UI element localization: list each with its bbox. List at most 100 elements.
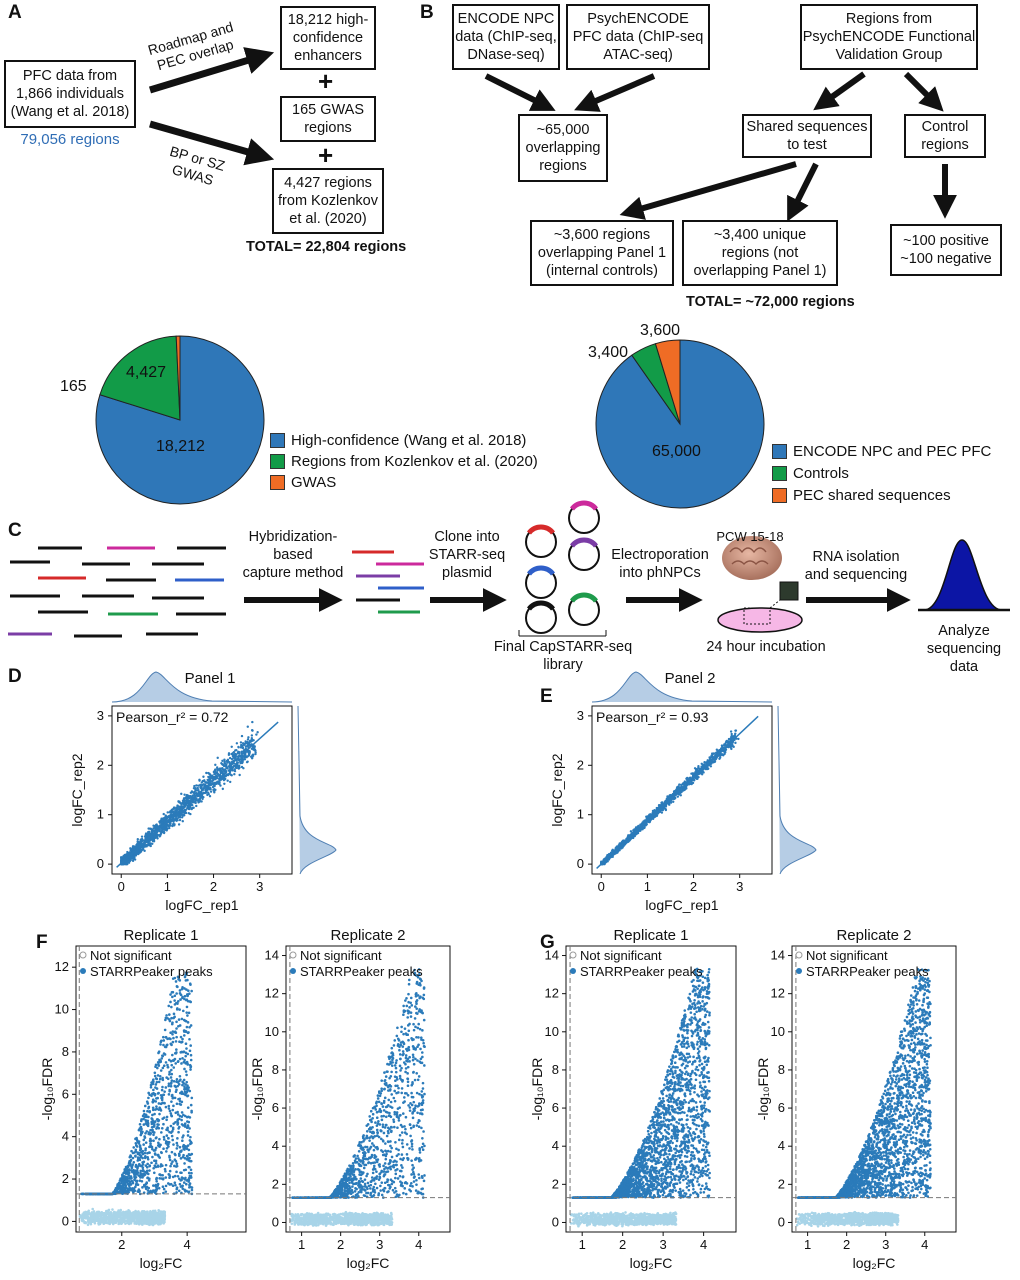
scatter-point — [123, 853, 127, 857]
scatter-point — [711, 752, 714, 755]
significant-point — [174, 1040, 178, 1043]
not-significant-point — [143, 1214, 147, 1218]
significant-point — [154, 1159, 158, 1163]
significant-point — [178, 1154, 181, 1158]
significant-point — [173, 1030, 177, 1034]
significant-point — [190, 1171, 193, 1175]
significant-point — [162, 1135, 166, 1139]
significant-point — [134, 1170, 137, 1174]
significant-point — [182, 1113, 185, 1117]
not-significant-point — [143, 1220, 147, 1223]
scatter-point — [215, 766, 219, 769]
step-electroporation-label: Electroporation into phNPCs — [611, 547, 709, 581]
scatter-point — [618, 843, 621, 846]
scatter-point — [237, 745, 240, 749]
significant-point — [189, 1044, 192, 1047]
scatter-point — [693, 767, 697, 770]
significant-point — [180, 1111, 184, 1114]
significant-point — [134, 1154, 137, 1158]
significant-point — [164, 1105, 168, 1109]
significant-point — [163, 1090, 166, 1093]
scatter-point — [146, 843, 150, 847]
significant-point — [182, 1078, 186, 1082]
scatter-point — [164, 814, 167, 817]
significant-point — [131, 1180, 134, 1183]
scatter-point — [223, 758, 226, 761]
scatter-point — [176, 806, 179, 810]
plus-sign-1: + — [318, 66, 334, 96]
significant-point — [154, 1077, 158, 1080]
significant-point — [157, 1063, 160, 1066]
scatter-point — [190, 790, 194, 793]
not-significant-point — [163, 1210, 167, 1214]
panel-a-arrows — [148, 47, 275, 166]
significant-point — [173, 994, 177, 998]
not-significant-point — [103, 1215, 106, 1218]
significant-point — [141, 1173, 145, 1177]
significant-point — [164, 1184, 168, 1188]
incubation-label: 24 hour incubation — [706, 639, 826, 655]
scatter-point — [230, 757, 234, 761]
scatter-point — [180, 803, 183, 806]
scatter-point — [197, 798, 200, 801]
significant-point — [169, 1124, 173, 1128]
not-significant-point — [111, 1208, 114, 1211]
psychencode-pfc-box: PsychENCODE PFC data (ChIP-seq ATAC-seq) — [566, 4, 710, 70]
scatter-point — [664, 808, 668, 812]
scatter-point — [727, 737, 731, 741]
scatter-point — [216, 756, 219, 760]
scatter-point — [673, 797, 676, 801]
significant-point — [134, 1163, 138, 1167]
pie-right — [595, 339, 765, 509]
scatter-point — [684, 787, 687, 790]
scatter-point — [637, 824, 640, 828]
scatter-point — [240, 761, 244, 765]
scatter-point — [610, 855, 613, 858]
significant-point — [183, 1085, 186, 1089]
scatter-point — [139, 849, 142, 852]
significant-point — [172, 1143, 175, 1146]
significant-point — [145, 1181, 149, 1185]
significant-point — [185, 1060, 189, 1064]
significant-point — [176, 1007, 179, 1010]
not-significant-point — [109, 1217, 113, 1221]
significant-point — [118, 1190, 122, 1194]
significant-point — [173, 1181, 177, 1185]
significant-point — [185, 1011, 189, 1014]
significant-point — [188, 1049, 192, 1053]
scatter-point — [223, 760, 226, 763]
significant-point — [154, 1063, 158, 1067]
significant-point — [180, 1090, 184, 1094]
significant-point — [139, 1130, 143, 1133]
significant-point — [150, 1161, 153, 1165]
significant-point — [164, 1061, 168, 1064]
significant-point — [171, 1127, 175, 1131]
significant-point — [189, 1024, 193, 1027]
not-significant-point — [156, 1214, 159, 1217]
not-significant-point — [104, 1221, 108, 1225]
significant-point — [183, 1058, 186, 1062]
pie-slice-1 — [99, 335, 181, 421]
significant-point — [170, 1005, 173, 1009]
scatter-point — [186, 794, 190, 797]
significant-point — [151, 1119, 155, 1123]
significant-point — [142, 1117, 145, 1121]
significant-point — [134, 1141, 138, 1145]
scatter-title: Panel 1 — [185, 670, 236, 687]
scatter-point — [127, 851, 131, 855]
scatter-point — [209, 790, 213, 793]
scatter-point — [163, 828, 167, 832]
not-significant-point — [94, 1212, 97, 1216]
significant-point — [150, 1094, 153, 1098]
scatter-point — [195, 804, 198, 808]
significant-point — [148, 1177, 151, 1181]
significant-point — [162, 1116, 166, 1119]
significant-point — [145, 1119, 148, 1123]
scatter-point — [198, 779, 201, 782]
not-significant-point — [136, 1218, 140, 1222]
scatter-point — [244, 742, 248, 745]
scatter-point — [136, 850, 140, 853]
significant-point — [170, 1093, 174, 1097]
y-axis-label: logFC_rep2 — [549, 753, 565, 826]
significant-point — [154, 1120, 157, 1123]
